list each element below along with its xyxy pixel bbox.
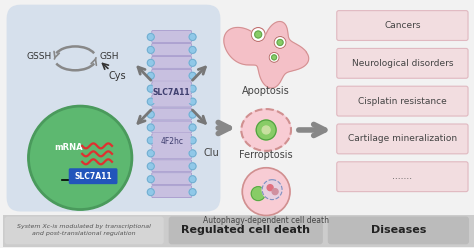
- FancyBboxPatch shape: [337, 48, 468, 78]
- Circle shape: [189, 46, 196, 53]
- Circle shape: [255, 31, 262, 38]
- Circle shape: [189, 85, 196, 92]
- Circle shape: [267, 185, 273, 191]
- Circle shape: [189, 150, 196, 157]
- Circle shape: [277, 39, 283, 45]
- Circle shape: [256, 120, 276, 140]
- Circle shape: [189, 137, 196, 144]
- Text: Cys: Cys: [108, 71, 126, 81]
- Text: Autophagy-dependent cell death: Autophagy-dependent cell death: [203, 217, 329, 225]
- FancyBboxPatch shape: [152, 69, 191, 81]
- Polygon shape: [224, 22, 309, 88]
- Text: Ferroptosis: Ferroptosis: [239, 150, 293, 160]
- FancyBboxPatch shape: [7, 5, 220, 212]
- Circle shape: [147, 176, 154, 183]
- Circle shape: [147, 124, 154, 131]
- FancyBboxPatch shape: [152, 147, 191, 159]
- FancyBboxPatch shape: [152, 95, 191, 107]
- Text: Cartilage mineralization: Cartilage mineralization: [348, 134, 457, 143]
- Text: Diseases: Diseases: [371, 225, 426, 235]
- FancyBboxPatch shape: [152, 108, 191, 120]
- FancyBboxPatch shape: [337, 162, 468, 192]
- Circle shape: [189, 163, 196, 170]
- Text: mRNA: mRNA: [54, 143, 82, 152]
- FancyBboxPatch shape: [152, 31, 191, 42]
- Circle shape: [189, 124, 196, 131]
- FancyBboxPatch shape: [337, 124, 468, 154]
- Circle shape: [147, 33, 154, 40]
- Circle shape: [147, 59, 154, 66]
- FancyBboxPatch shape: [152, 121, 191, 133]
- Circle shape: [274, 36, 286, 48]
- Circle shape: [189, 72, 196, 79]
- FancyBboxPatch shape: [152, 160, 191, 172]
- Circle shape: [147, 189, 154, 196]
- Circle shape: [251, 187, 265, 201]
- FancyBboxPatch shape: [152, 56, 191, 68]
- Circle shape: [262, 180, 282, 200]
- Circle shape: [147, 111, 154, 118]
- Text: Cancers: Cancers: [384, 21, 420, 30]
- FancyBboxPatch shape: [5, 217, 164, 244]
- Text: Apoptosis: Apoptosis: [242, 86, 290, 96]
- Text: GSH: GSH: [99, 52, 118, 61]
- Circle shape: [189, 98, 196, 105]
- Circle shape: [28, 106, 132, 210]
- Text: GSSH: GSSH: [26, 52, 51, 61]
- FancyBboxPatch shape: [169, 217, 323, 244]
- Circle shape: [269, 52, 279, 62]
- Circle shape: [147, 98, 154, 105]
- Circle shape: [242, 168, 290, 216]
- Circle shape: [189, 33, 196, 40]
- FancyBboxPatch shape: [152, 134, 191, 146]
- Circle shape: [147, 150, 154, 157]
- Text: SLC7A11: SLC7A11: [153, 88, 191, 97]
- FancyBboxPatch shape: [152, 43, 191, 55]
- FancyBboxPatch shape: [152, 82, 191, 94]
- FancyBboxPatch shape: [328, 217, 469, 244]
- Circle shape: [189, 59, 196, 66]
- FancyBboxPatch shape: [152, 173, 191, 185]
- Circle shape: [189, 189, 196, 196]
- Circle shape: [147, 85, 154, 92]
- Ellipse shape: [241, 109, 291, 151]
- FancyBboxPatch shape: [337, 86, 468, 116]
- FancyBboxPatch shape: [152, 186, 191, 198]
- Circle shape: [147, 46, 154, 53]
- Circle shape: [147, 163, 154, 170]
- FancyBboxPatch shape: [153, 81, 191, 103]
- Text: Neurological disorders: Neurological disorders: [352, 59, 453, 68]
- Circle shape: [147, 72, 154, 79]
- Circle shape: [262, 126, 270, 134]
- Text: Regulated cell death: Regulated cell death: [181, 225, 310, 235]
- Circle shape: [272, 189, 278, 195]
- Circle shape: [251, 28, 265, 41]
- Circle shape: [189, 111, 196, 118]
- Text: System Xc-is modulated by transcriptional
and post-translational regulation: System Xc-is modulated by transcriptiona…: [17, 224, 151, 236]
- Bar: [3, 216, 474, 247]
- Circle shape: [189, 176, 196, 183]
- Text: 4F2hc: 4F2hc: [160, 137, 183, 146]
- Circle shape: [147, 137, 154, 144]
- Text: Clu: Clu: [203, 148, 219, 158]
- Text: Cisplatin resistance: Cisplatin resistance: [358, 97, 447, 106]
- Text: .......: .......: [392, 172, 412, 181]
- FancyBboxPatch shape: [337, 11, 468, 40]
- Text: SLC7A11: SLC7A11: [74, 172, 112, 181]
- FancyBboxPatch shape: [69, 168, 118, 184]
- Circle shape: [272, 55, 277, 60]
- FancyBboxPatch shape: [153, 133, 191, 151]
